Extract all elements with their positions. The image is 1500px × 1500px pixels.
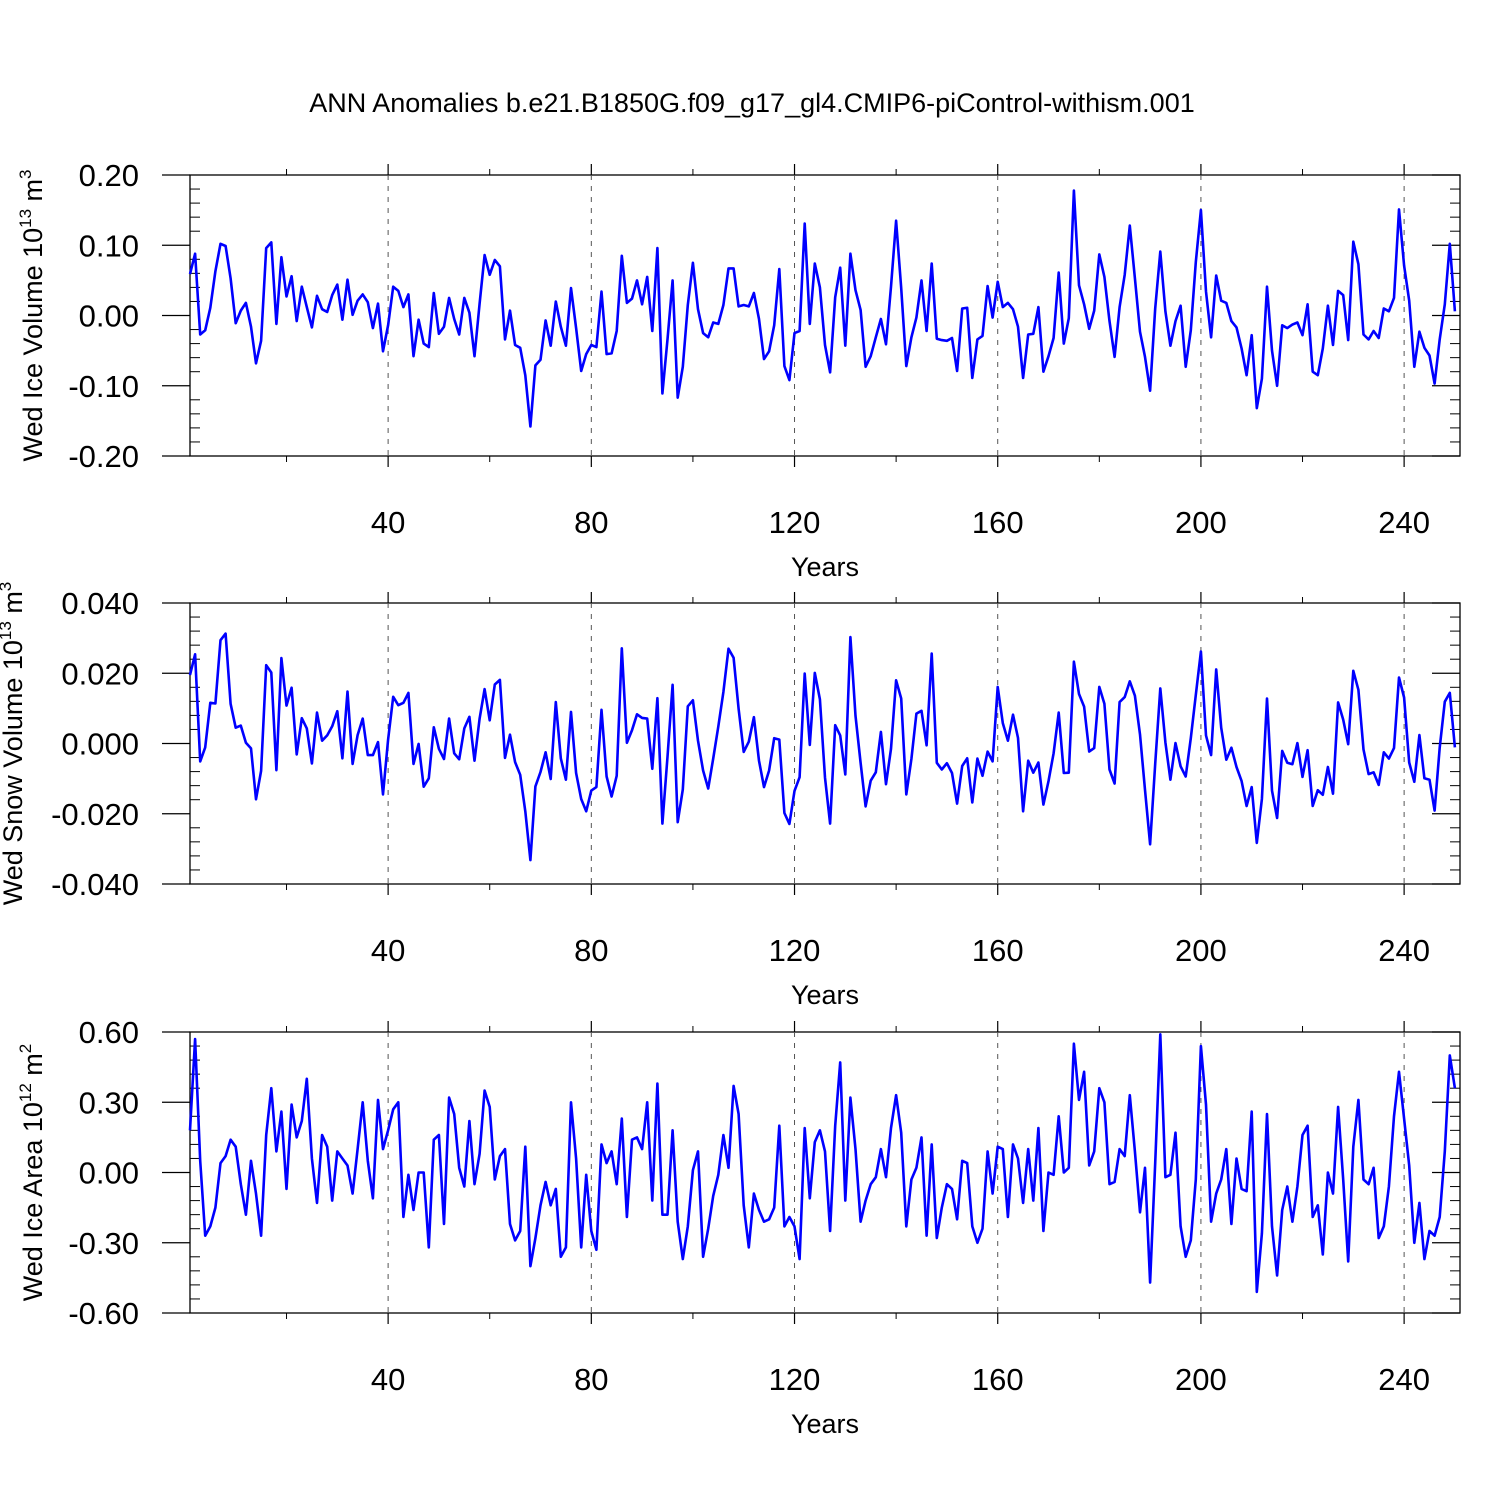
- y-tick-label: 0.000: [61, 727, 139, 762]
- y-tick-label: -0.20: [68, 439, 139, 474]
- y-axis-label: Wed Ice Area 1012 m2: [16, 1044, 48, 1302]
- series-line: [188, 632, 1457, 862]
- x-axis-label: Years: [791, 980, 859, 1010]
- x-tick-label: 240: [1378, 933, 1430, 968]
- series-line: [188, 1033, 1457, 1294]
- y-tick-label: 0.00: [79, 1156, 139, 1191]
- x-tick-label: 80: [574, 1362, 608, 1397]
- x-tick-label: 80: [574, 505, 608, 540]
- x-tick-label: 120: [769, 1362, 821, 1397]
- x-tick-label: 240: [1378, 505, 1430, 540]
- x-axis-label: Years: [791, 1409, 859, 1439]
- chart-panels: 40 80 120 160 200 240 -0.20 -0.10 0.00 0.10 0.20 Ye…: [0, 158, 1461, 1439]
- x-tick-label: 40: [371, 933, 405, 968]
- y-tick-label: -0.60: [68, 1296, 139, 1331]
- x-axis-label: Years: [791, 552, 859, 582]
- y-tick-label: -0.040: [51, 867, 139, 902]
- x-tick-label: 200: [1175, 933, 1227, 968]
- y-tick-label: 0.10: [79, 228, 139, 263]
- x-tick-label: 240: [1378, 1362, 1430, 1397]
- y-tick-label: 0.60: [79, 1015, 139, 1050]
- y-axis-label: Wed Ice Volume 1013 m3: [16, 169, 48, 461]
- y-tick-label: -0.020: [51, 797, 139, 832]
- y-tick-label: 0.00: [79, 299, 139, 334]
- x-tick-label: 40: [371, 1362, 405, 1397]
- y-tick-label: 0.020: [61, 656, 139, 691]
- panel-2: 40 80 120 160 200 240 -0.040 -0.020 0.000 0.020 0.…: [0, 582, 1461, 1010]
- y-axis-label: Wed Snow Volume 1013 m3: [0, 582, 28, 906]
- x-tick-label: 200: [1175, 505, 1227, 540]
- x-tick-label: 120: [769, 933, 821, 968]
- x-tick-label: 160: [972, 505, 1024, 540]
- x-tick-label: 160: [972, 933, 1024, 968]
- y-tick-label: -0.30: [68, 1226, 139, 1261]
- y-tick-label: 0.20: [79, 158, 139, 193]
- x-tick-label: 80: [574, 933, 608, 968]
- x-tick-label: 160: [972, 1362, 1024, 1397]
- y-tick-label: 0.040: [61, 586, 139, 621]
- figure-title: ANN Anomalies b.e21.B1850G.f09_g17_gl4.C…: [309, 88, 1194, 118]
- panel-1: 40 80 120 160 200 240 -0.20 -0.10 0.00 0.10 0.20 Ye…: [16, 158, 1461, 582]
- x-tick-label: 40: [371, 505, 405, 540]
- x-tick-label: 120: [769, 505, 821, 540]
- y-tick-label: -0.10: [68, 369, 139, 404]
- series-line: [188, 189, 1457, 428]
- panel-3: 40 80 120 160 200 240 -0.60 -0.30 0.00 0.30 0.60 Ye…: [16, 1015, 1461, 1439]
- x-tick-label: 200: [1175, 1362, 1227, 1397]
- y-tick-label: 0.30: [79, 1085, 139, 1120]
